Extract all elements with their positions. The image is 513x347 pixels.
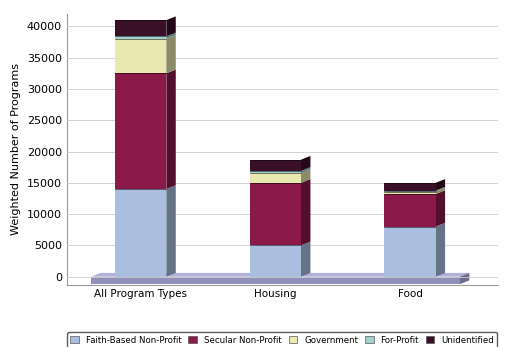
Polygon shape	[301, 167, 310, 174]
Legend: Faith-Based Non-Profit, Secular Non-Profit, Government, For-Profit, Unidentified: Faith-Based Non-Profit, Secular Non-Prof…	[67, 332, 498, 347]
Bar	[385, 191, 436, 192]
Polygon shape	[166, 185, 176, 277]
Bar	[385, 183, 436, 191]
Polygon shape	[166, 35, 176, 73]
Bar	[115, 20, 166, 36]
Polygon shape	[166, 16, 176, 36]
Bar	[250, 174, 301, 183]
Polygon shape	[436, 187, 445, 192]
Bar	[250, 171, 301, 174]
Polygon shape	[166, 69, 176, 189]
Polygon shape	[166, 33, 176, 39]
Bar	[385, 194, 436, 227]
Polygon shape	[91, 273, 469, 277]
Bar	[115, 73, 166, 189]
Bar	[250, 183, 301, 245]
Polygon shape	[436, 223, 445, 277]
Polygon shape	[301, 179, 310, 245]
Bar	[91, 277, 460, 284]
Polygon shape	[460, 273, 469, 284]
Polygon shape	[436, 188, 445, 194]
Bar	[115, 189, 166, 277]
Y-axis label: Weighted Number of Programs: Weighted Number of Programs	[11, 63, 21, 235]
Polygon shape	[301, 156, 310, 171]
Bar	[250, 160, 301, 171]
Bar	[385, 192, 436, 194]
Bar	[115, 36, 166, 39]
Bar	[250, 245, 301, 277]
Polygon shape	[436, 179, 445, 191]
Bar	[385, 227, 436, 277]
Polygon shape	[301, 170, 310, 183]
Polygon shape	[301, 242, 310, 277]
Bar	[115, 39, 166, 73]
Polygon shape	[436, 190, 445, 227]
